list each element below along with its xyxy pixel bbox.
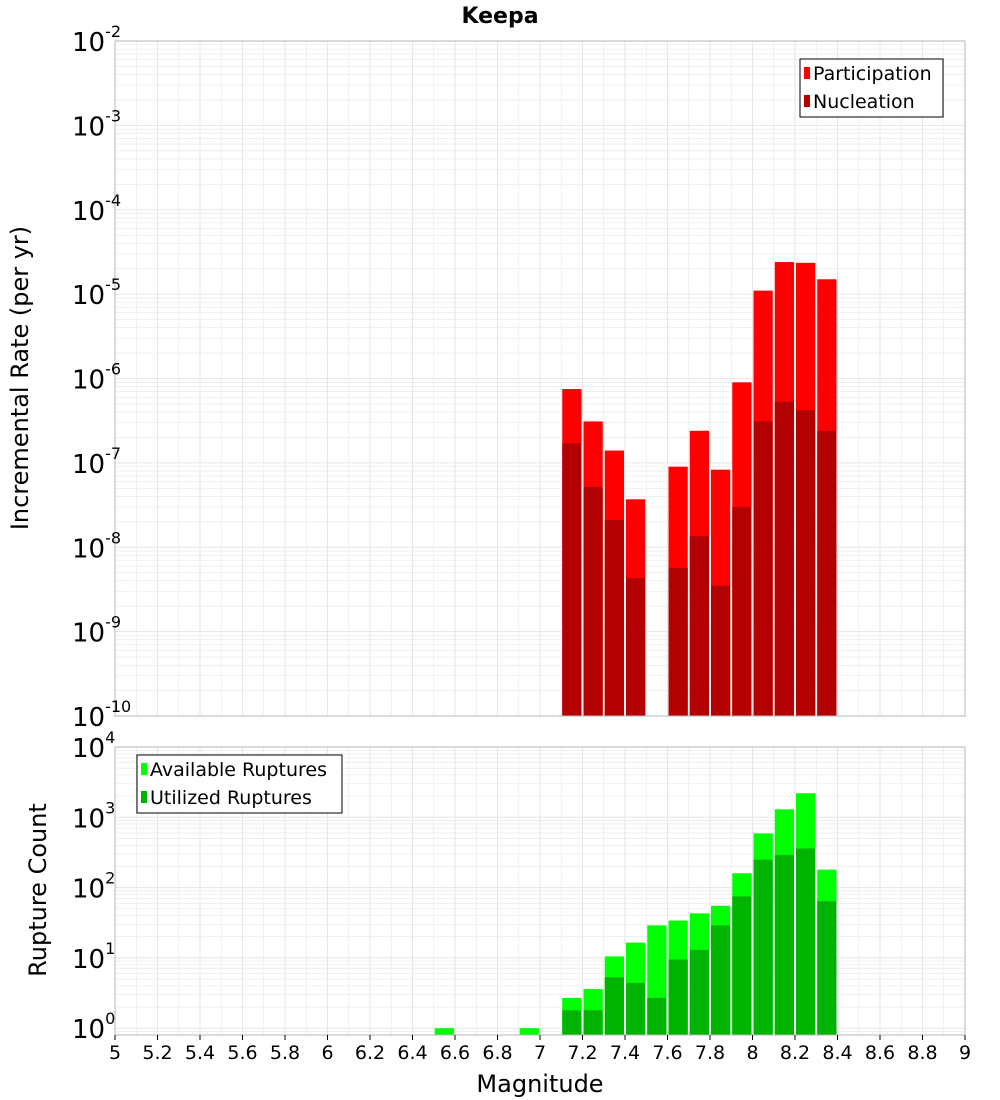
rate-y-tick-label: 10-2 xyxy=(72,22,121,58)
count-y-tick-label: 101 xyxy=(72,939,115,975)
x-tick-label: 6 xyxy=(321,1042,333,1064)
rate-bar-nucleation xyxy=(817,430,837,716)
rate-plot-frame xyxy=(114,40,966,717)
rate-legend-swatch xyxy=(804,67,810,79)
rate-legend-label: Nucleation xyxy=(813,91,915,113)
rate-bar-nucleation xyxy=(753,421,773,716)
x-axis-label: Magnitude xyxy=(476,1070,603,1098)
rate-legend-label: Participation xyxy=(813,63,932,85)
x-tick-label: 8 xyxy=(746,1042,758,1064)
top-y-axis-label: Incremental Rate (per yr) xyxy=(6,226,34,530)
count-bar-utilized xyxy=(583,1010,603,1035)
x-tick-label: 8.2 xyxy=(780,1042,810,1064)
rate-bar-nucleation xyxy=(668,567,688,716)
bottom-y-axis-label: Rupture Count xyxy=(24,803,52,977)
rate-y-tick-label: 10-6 xyxy=(72,360,121,396)
x-tick-label: 7.6 xyxy=(652,1042,682,1064)
count-bar-utilized xyxy=(604,977,624,1035)
rate-y-tick-label: 10-3 xyxy=(72,106,121,142)
count-bar-utilized xyxy=(711,925,731,1035)
count-legend-label: Available Ruptures xyxy=(150,759,327,781)
count-bar-utilized xyxy=(626,982,646,1035)
x-tick-label: 5.8 xyxy=(270,1042,300,1064)
count-bar-utilized xyxy=(732,896,752,1035)
rate-y-tick-label: 10-9 xyxy=(72,613,121,649)
x-tick-label: 8.4 xyxy=(822,1042,852,1064)
chart-title: Keepa xyxy=(461,4,538,29)
x-tick-label: 6.2 xyxy=(355,1042,385,1064)
x-tick-label: 5 xyxy=(109,1042,121,1064)
x-tick-label: 7 xyxy=(534,1042,546,1064)
rate-y-tick-label: 10-5 xyxy=(72,275,121,311)
x-tick-label: 8.6 xyxy=(865,1042,895,1064)
rate-legend xyxy=(799,58,944,118)
count-legend xyxy=(136,754,343,814)
count-y-tick-label: 102 xyxy=(72,869,115,905)
rate-bar-nucleation xyxy=(583,486,603,716)
count-plot: 104 103 102 101 100 Available Ruptures Utilize… xyxy=(72,728,971,1064)
x-tick-label: 7.2 xyxy=(567,1042,597,1064)
x-tick-label: 7.4 xyxy=(610,1042,640,1064)
x-tick-label: 5.6 xyxy=(227,1042,257,1064)
count-bar-utilized xyxy=(753,859,773,1035)
count-legend-swatch xyxy=(141,763,147,775)
count-bar-utilized xyxy=(647,997,667,1035)
rate-y-tick-label: 10-8 xyxy=(72,528,121,564)
rate-y-tick-label: 10-7 xyxy=(72,444,121,480)
rate-bar-nucleation xyxy=(711,585,731,716)
x-tick-label: 5.4 xyxy=(185,1042,215,1064)
x-tick-label: 6.8 xyxy=(482,1042,512,1064)
rate-y-tick-label: 10-4 xyxy=(72,191,121,227)
x-tick-label: 6.6 xyxy=(440,1042,470,1064)
count-bar-utilized xyxy=(796,848,816,1035)
rate-bar-nucleation xyxy=(562,443,582,716)
x-tick-label: 5.2 xyxy=(142,1042,172,1064)
rate-legend-swatch xyxy=(804,95,810,107)
count-y-tick-label: 103 xyxy=(72,798,115,834)
count-bar-utilized xyxy=(774,855,794,1035)
count-bar-utilized xyxy=(689,949,709,1035)
x-tick-label: 8.8 xyxy=(907,1042,937,1064)
count-bar-utilized xyxy=(562,1010,582,1035)
count-y-tick-label: 104 xyxy=(72,728,115,764)
x-tick-label: 7.8 xyxy=(695,1042,725,1064)
count-bar-utilized xyxy=(817,901,837,1035)
count-bar-available xyxy=(519,1028,539,1035)
rate-plot: 10-2 10-3 10-4 10-5 10-6 10-7 10-8 10-9 10-10 Par… xyxy=(72,22,966,733)
x-tick-label: 9 xyxy=(959,1042,971,1064)
count-legend-label: Utilized Ruptures xyxy=(150,787,312,809)
x-tick-label: 6.4 xyxy=(397,1042,427,1064)
rate-y-tick-label: 10-10 xyxy=(72,697,131,733)
rate-bar-nucleation xyxy=(732,506,752,716)
count-y-tick-label: 100 xyxy=(72,1009,115,1045)
rate-bar-nucleation xyxy=(796,410,816,716)
count-legend-swatch xyxy=(141,791,147,803)
count-bar-utilized xyxy=(668,959,688,1035)
rate-bar-nucleation xyxy=(626,578,646,716)
rate-bar-nucleation xyxy=(774,401,794,716)
count-bar-available xyxy=(434,1028,454,1035)
rate-bar-nucleation xyxy=(689,536,709,716)
rate-bar-nucleation xyxy=(604,520,624,716)
